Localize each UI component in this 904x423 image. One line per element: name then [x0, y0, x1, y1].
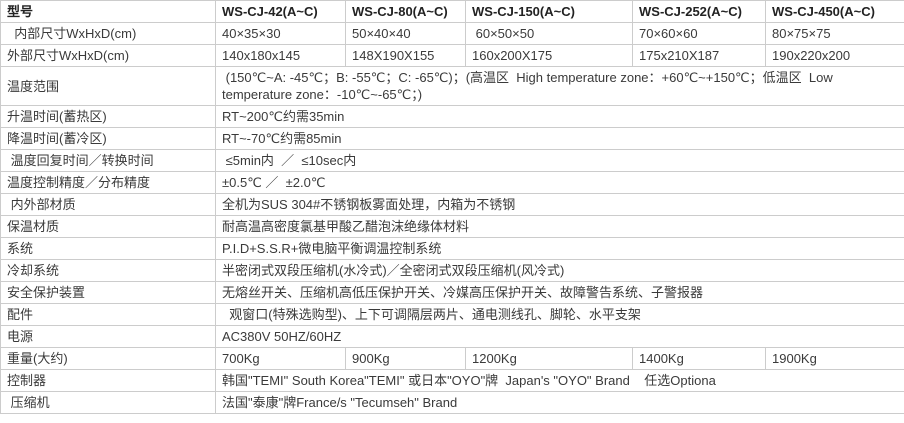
spec-value-span: 全机为SUS 304#不锈钢板雾面处理，内箱为不锈钢: [215, 193, 904, 216]
model-header: WS-CJ-150(A~C): [465, 0, 633, 23]
spec-value-span: 观窗口(特殊选购型)、上下可调隔层两片、通电测线孔、脚轮、水平支架: [215, 303, 904, 326]
spec-value-cell: 1400Kg: [632, 347, 766, 370]
spec-value-cell: 70×60×60: [632, 22, 766, 45]
table-row: 控制器 韩国"TEMI" South Korea"TEMI" 或日本"OYO"牌 …: [0, 369, 904, 392]
model-column-title: 型号: [0, 0, 216, 23]
row-label: 保温材质: [0, 215, 216, 238]
spec-value-cell: 190x220x200: [765, 44, 904, 67]
table-row: 内部尺寸WxHxD(cm) 40×35×30 50×40×40 60×50×50 70…: [0, 22, 904, 45]
spec-value-cell: 700Kg: [215, 347, 346, 370]
spec-value-cell: 40×35×30: [215, 22, 346, 45]
spec-value-span: 耐高温高密度氯基甲酸乙醋泡沫绝缘体材料: [215, 215, 904, 238]
row-label: 内部尺寸WxHxD(cm): [0, 22, 216, 45]
table-row: 压缩机 法国"泰康"牌France/s "Tecumseh" Brand: [0, 391, 904, 414]
spec-value-span: RT~-70℃约需85min: [215, 127, 904, 150]
row-label: 内外部材质: [0, 193, 216, 216]
table-row: 保温材质 耐高温高密度氯基甲酸乙醋泡沫绝缘体材料: [0, 215, 904, 238]
model-header: WS-CJ-252(A~C): [632, 0, 766, 23]
spec-value-cell: 900Kg: [345, 347, 466, 370]
spec-value-span: 半密闭式双段压缩机(水冷式)／全密闭式双段压缩机(风冷式): [215, 259, 904, 282]
spec-value-span: (150℃~A: -45℃；B: -55℃；C: -65℃)；(高温区 High…: [215, 66, 904, 106]
row-label: 压缩机: [0, 391, 216, 414]
model-header: WS-CJ-42(A~C): [215, 0, 346, 23]
row-label: 电源: [0, 325, 216, 348]
row-label: 降温时间(蓄冷区): [0, 127, 216, 150]
table-row: 外部尺寸WxHxD(cm) 140x180x145 148X190X155 160x2…: [0, 44, 904, 67]
spec-value-span: P.I.D+S.S.R+微电脑平衡调温控制系统: [215, 237, 904, 260]
row-label: 系统: [0, 237, 216, 260]
spec-value-span: RT~200℃约需35min: [215, 105, 904, 128]
spec-value-span: 无熔丝开关、压缩机高低压保护开关、冷媒高压保护开关、故障警告系统、子警报器: [215, 281, 904, 304]
table-row: 降温时间(蓄冷区) RT~-70℃约需85min: [0, 127, 904, 150]
table-row: 配件 观窗口(特殊选购型)、上下可调隔层两片、通电测线孔、脚轮、水平支架: [0, 303, 904, 326]
row-label: 升温时间(蓄热区): [0, 105, 216, 128]
table-row: 升温时间(蓄热区) RT~200℃约需35min: [0, 105, 904, 128]
spec-table: 型号 WS-CJ-42(A~C) WS-CJ-80(A~C) WS-CJ-150(A~…: [0, 0, 904, 414]
row-label: 重量(大约): [0, 347, 216, 370]
header-row: 型号 WS-CJ-42(A~C) WS-CJ-80(A~C) WS-CJ-150(A~…: [0, 0, 904, 23]
spec-value-cell: 80×75×75: [765, 22, 904, 45]
table-row: 温度范围 (150℃~A: -45℃；B: -55℃；C: -65℃)；(高温区…: [0, 66, 904, 106]
table-row: 电源 AC380V 50HZ/60HZ: [0, 325, 904, 348]
spec-value-cell: 50×40×40: [345, 22, 466, 45]
table-row: 冷却系统 半密闭式双段压缩机(水冷式)／全密闭式双段压缩机(风冷式): [0, 259, 904, 282]
spec-value-cell: 1900Kg: [765, 347, 904, 370]
row-label: 外部尺寸WxHxD(cm): [0, 44, 216, 67]
table-row: 安全保护装置 无熔丝开关、压缩机高低压保护开关、冷媒高压保护开关、故障警告系统、子…: [0, 281, 904, 304]
spec-value-cell: 175x210X187: [632, 44, 766, 67]
table-row: 温度控制精度／分布精度 ±0.5℃ ／ ±2.0℃: [0, 171, 904, 194]
row-label: 温度控制精度／分布精度: [0, 171, 216, 194]
row-label: 安全保护装置: [0, 281, 216, 304]
spec-value-span: AC380V 50HZ/60HZ: [215, 325, 904, 348]
model-header: WS-CJ-450(A~C): [765, 0, 904, 23]
spec-value-span: ±0.5℃ ／ ±2.0℃: [215, 171, 904, 194]
row-label: 配件: [0, 303, 216, 326]
table-row: 内外部材质 全机为SUS 304#不锈钢板雾面处理，内箱为不锈钢: [0, 193, 904, 216]
spec-value-cell: 1200Kg: [465, 347, 633, 370]
spec-value-cell: 60×50×50: [465, 22, 633, 45]
spec-value-cell: 148X190X155: [345, 44, 466, 67]
row-label: 温度范围: [0, 66, 216, 106]
spec-value-span: ≤5min内 ／ ≤10sec内: [215, 149, 904, 172]
model-header: WS-CJ-80(A~C): [345, 0, 466, 23]
row-label: 控制器: [0, 369, 216, 392]
row-label: 冷却系统: [0, 259, 216, 282]
spec-value-span: 法国"泰康"牌France/s "Tecumseh" Brand: [215, 391, 904, 414]
row-label: 温度回复时间／转换时间: [0, 149, 216, 172]
spec-value-cell: 140x180x145: [215, 44, 346, 67]
table-row: 系统 P.I.D+S.S.R+微电脑平衡调温控制系统: [0, 237, 904, 260]
table-row: 重量(大约) 700Kg 900Kg 1200Kg 1400Kg 1900Kg: [0, 347, 904, 370]
table-row: 温度回复时间／转换时间 ≤5min内 ／ ≤10sec内: [0, 149, 904, 172]
spec-value-cell: 160x200X175: [465, 44, 633, 67]
spec-value-span: 韩国"TEMI" South Korea"TEMI" 或日本"OYO"牌 Jap…: [215, 369, 904, 392]
